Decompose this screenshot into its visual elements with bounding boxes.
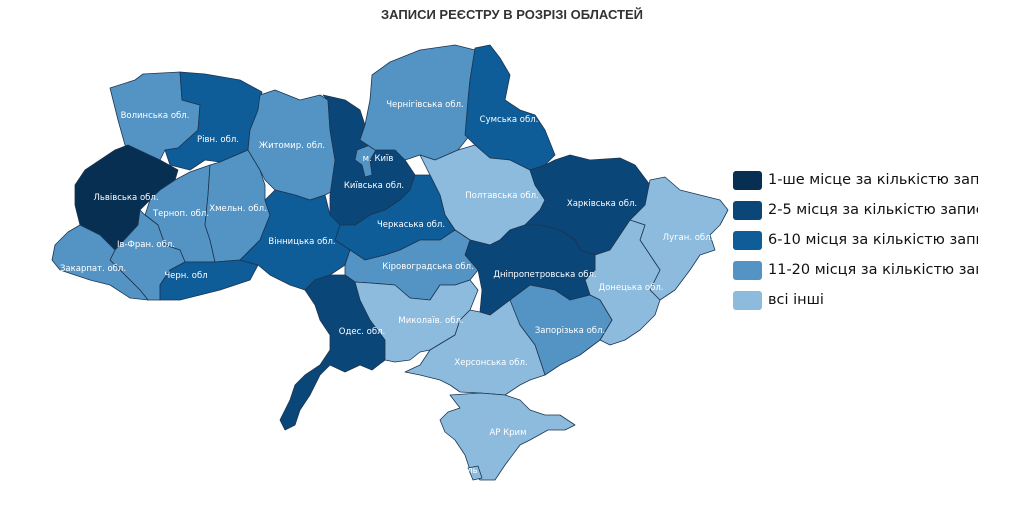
region-label-kyivcity: м. Київ	[363, 154, 394, 164]
region-label-sevastopol: м. Севастополь	[408, 466, 477, 476]
region-label-kherson: Херсонська обл.	[454, 358, 527, 368]
region-label-lviv: Львівська обл.	[93, 193, 158, 203]
legend-label: 1-ше місце за кількістю записів	[768, 172, 978, 188]
region-label-mykolaiv: Миколаїв. обл.	[398, 316, 463, 326]
legend-swatch	[733, 170, 762, 190]
legend-label: 2-5 місця за кількістю записів в	[768, 202, 978, 218]
region-label-vinnytsia: Вінницька обл.	[268, 237, 335, 247]
region-label-donetsk: Донецька обл.	[598, 283, 663, 293]
region-label-ternopil: Терноп. обл.	[152, 209, 209, 219]
region-label-kharkiv: Харківська обл.	[567, 199, 637, 209]
region-label-kyivobl: Київська обл.	[344, 181, 404, 191]
region-label-dnipro: Дніпропетровська обл.	[493, 270, 596, 280]
region-zakarpattia[interactable]	[51, 224, 149, 301]
legend-label: всі інші	[768, 292, 824, 308]
legend: 1-ше місце за кількістю записів 2-5 місця…	[733, 165, 978, 315]
legend-item[interactable]: всі інші	[733, 285, 978, 315]
region-label-zaporizhzhia: Запорізька обл.	[535, 326, 605, 336]
region-label-rivne: Рівн. обл.	[197, 135, 239, 145]
region-label-cherkasy: Черкаська обл.	[377, 220, 445, 230]
region-label-ivfrankivsk: Ів-Фран. обл.	[117, 240, 175, 250]
legend-item[interactable]: 11-20 місця за кількістю записі	[733, 255, 978, 285]
legend-label: 6-10 місця за кількістю записів	[768, 232, 978, 248]
legend-item[interactable]: 2-5 місця за кількістю записів в	[733, 195, 978, 225]
region-label-zhytomyr: Житомир. обл.	[259, 141, 325, 151]
region-dnipro[interactable]	[464, 224, 596, 316]
legend-item[interactable]: 1-ше місце за кількістю записів	[733, 165, 978, 195]
region-sumy[interactable]	[464, 44, 556, 171]
legend-swatch	[733, 260, 762, 280]
region-label-chernihiv: Чернігівська обл.	[386, 100, 464, 110]
region-sevastopol[interactable]	[467, 465, 483, 481]
region-rivne[interactable]	[164, 71, 263, 171]
legend-item[interactable]: 6-10 місця за кількістю записів	[733, 225, 978, 255]
legend-swatch	[733, 290, 762, 310]
region-label-crimea: АР Крим	[489, 428, 526, 438]
region-label-sumy: Сумська обл.	[480, 115, 539, 125]
region-label-odesa: Одес. обл.	[339, 327, 385, 337]
region-crimea[interactable]	[439, 392, 576, 481]
region-label-khmelnytskyi: Хмельн. обл.	[209, 204, 266, 214]
legend-label: 11-20 місця за кількістю записі	[768, 262, 978, 278]
chart-title: ЗАПИСИ РЕЄСТРУ В РОЗРІЗІ ОБЛАСТЕЙ	[381, 7, 643, 22]
region-label-volyn: Волинська обл.	[121, 111, 190, 121]
region-label-kirovohrad: Кіровоградська обл.	[382, 262, 473, 272]
region-kherson[interactable]	[404, 299, 546, 396]
region-chernivtsi[interactable]	[159, 259, 259, 301]
region-label-luhansk: Луган. обл.	[663, 233, 714, 243]
legend-swatch	[733, 200, 762, 220]
region-label-poltava: Полтавська обл.	[465, 191, 539, 201]
legend-swatch	[733, 230, 762, 250]
region-label-zakarpattia: Закарпат. обл.	[60, 264, 126, 274]
region-label-chernivtsi: Черн. обл	[164, 271, 207, 281]
region-vinnytsia[interactable]	[239, 189, 351, 291]
